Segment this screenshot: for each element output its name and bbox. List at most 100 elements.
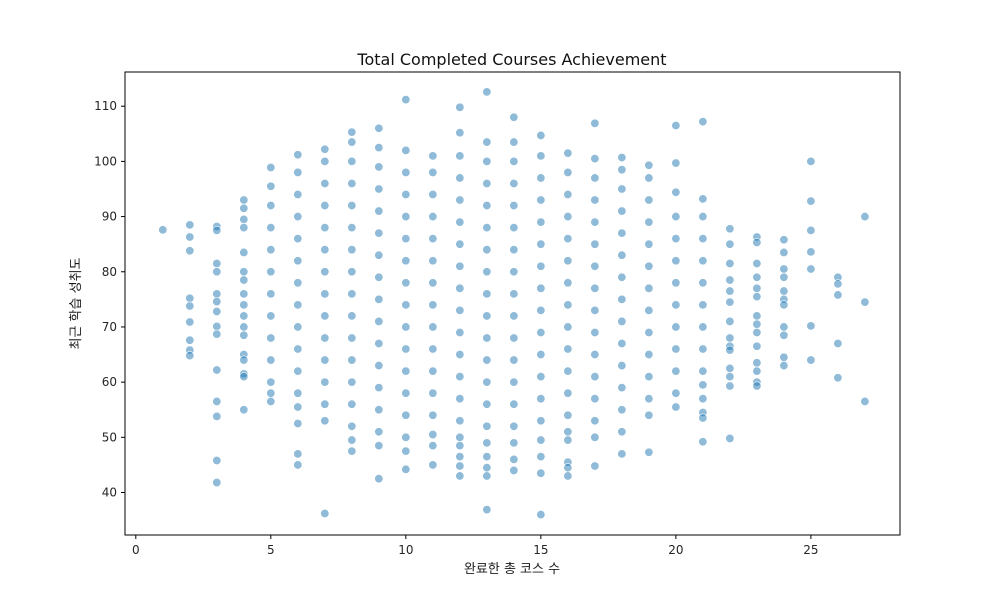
scatter-point — [374, 206, 384, 216]
scatter-point — [536, 283, 546, 293]
y-tick-label: 40 — [102, 486, 117, 500]
scatter-point — [644, 160, 654, 170]
scatter-point — [779, 352, 789, 362]
scatter-point — [644, 394, 654, 404]
y-tick-label: 70 — [102, 320, 117, 334]
scatter-point — [212, 258, 222, 268]
scatter-point — [698, 344, 708, 354]
scatter-point — [401, 446, 411, 456]
scatter-point — [347, 377, 357, 387]
scatter-point — [455, 432, 465, 442]
scatter-point — [347, 223, 357, 233]
scatter-point — [347, 289, 357, 299]
scatter-point — [212, 289, 222, 299]
scatter-point — [563, 212, 573, 222]
scatter-point — [752, 292, 762, 302]
scatter-point — [347, 446, 357, 456]
scatter-point — [779, 286, 789, 296]
scatter-point — [347, 178, 357, 188]
scatter-point — [185, 220, 195, 230]
scatter-point — [212, 321, 222, 331]
scatter-point — [401, 432, 411, 442]
scatter-point — [455, 102, 465, 112]
scatter-point — [185, 293, 195, 303]
scatter-point — [455, 217, 465, 227]
scatter-point — [509, 178, 519, 188]
scatter-point — [320, 144, 330, 154]
scatter-point — [347, 127, 357, 137]
scatter-point — [266, 201, 276, 211]
scatter-point — [374, 123, 384, 133]
scatter-point — [752, 366, 762, 376]
scatter-point — [320, 223, 330, 233]
scatter-point — [644, 261, 654, 271]
scatter-point — [212, 396, 222, 406]
scatter-point — [509, 465, 519, 475]
scatter-point — [563, 148, 573, 158]
scatter-point — [698, 437, 708, 447]
scatter-point — [590, 173, 600, 183]
x-tick-label: 5 — [267, 543, 275, 557]
scatter-point — [455, 151, 465, 161]
scatter-point — [644, 195, 654, 205]
scatter-point — [482, 223, 492, 233]
scatter-point — [590, 118, 600, 128]
scatter-point — [698, 194, 708, 204]
scatter-point — [320, 311, 330, 321]
scatter-point — [752, 319, 762, 329]
scatter-point — [239, 267, 249, 277]
scatter-point — [860, 297, 870, 307]
scatter-point — [482, 399, 492, 409]
scatter-point — [455, 461, 465, 471]
scatter-point — [293, 388, 303, 398]
scatter-point — [617, 228, 627, 238]
scatter-point — [752, 311, 762, 321]
scatter-point — [509, 156, 519, 166]
scatter-point — [536, 394, 546, 404]
scatter-point — [455, 261, 465, 271]
scatter-point — [725, 381, 735, 391]
scatter-point — [752, 238, 762, 248]
scatter-point — [374, 405, 384, 415]
scatter-point — [779, 330, 789, 340]
scatter-point — [212, 329, 222, 339]
scatter-point — [239, 330, 249, 340]
scatter-point — [617, 153, 627, 163]
scatter-point — [563, 300, 573, 310]
scatter-point — [671, 322, 681, 332]
scatter-point — [482, 311, 492, 321]
scatter-point — [293, 460, 303, 470]
scatter-point — [293, 256, 303, 266]
scatter-point — [509, 454, 519, 464]
scatter-point — [779, 264, 789, 274]
scatter-point — [536, 173, 546, 183]
scatter-point — [320, 416, 330, 426]
scatter-point — [293, 150, 303, 160]
scatter-point — [374, 143, 384, 153]
scatter-point — [374, 294, 384, 304]
scatter-point — [266, 162, 276, 172]
scatter-point — [374, 383, 384, 393]
y-tick-label: 100 — [94, 154, 117, 168]
scatter-point — [239, 223, 249, 233]
scatter-point — [482, 452, 492, 462]
x-tick-label: 25 — [803, 543, 818, 557]
scatter-point — [590, 461, 600, 471]
scatter-point — [239, 203, 249, 213]
scatter-point — [455, 327, 465, 337]
scatter-point — [266, 355, 276, 365]
scatter-point — [347, 435, 357, 445]
scatter-point — [455, 283, 465, 293]
scatter-point — [401, 366, 411, 376]
x-tick-label: 0 — [132, 543, 140, 557]
scatter-point — [212, 306, 222, 316]
scatter-point — [536, 327, 546, 337]
scatter-point — [590, 195, 600, 205]
scatter-point — [617, 316, 627, 326]
scatter-point — [563, 388, 573, 398]
scatter-point — [158, 225, 168, 235]
scatter-point — [347, 355, 357, 365]
scatter-point — [536, 510, 546, 520]
scatter-point — [482, 245, 492, 255]
